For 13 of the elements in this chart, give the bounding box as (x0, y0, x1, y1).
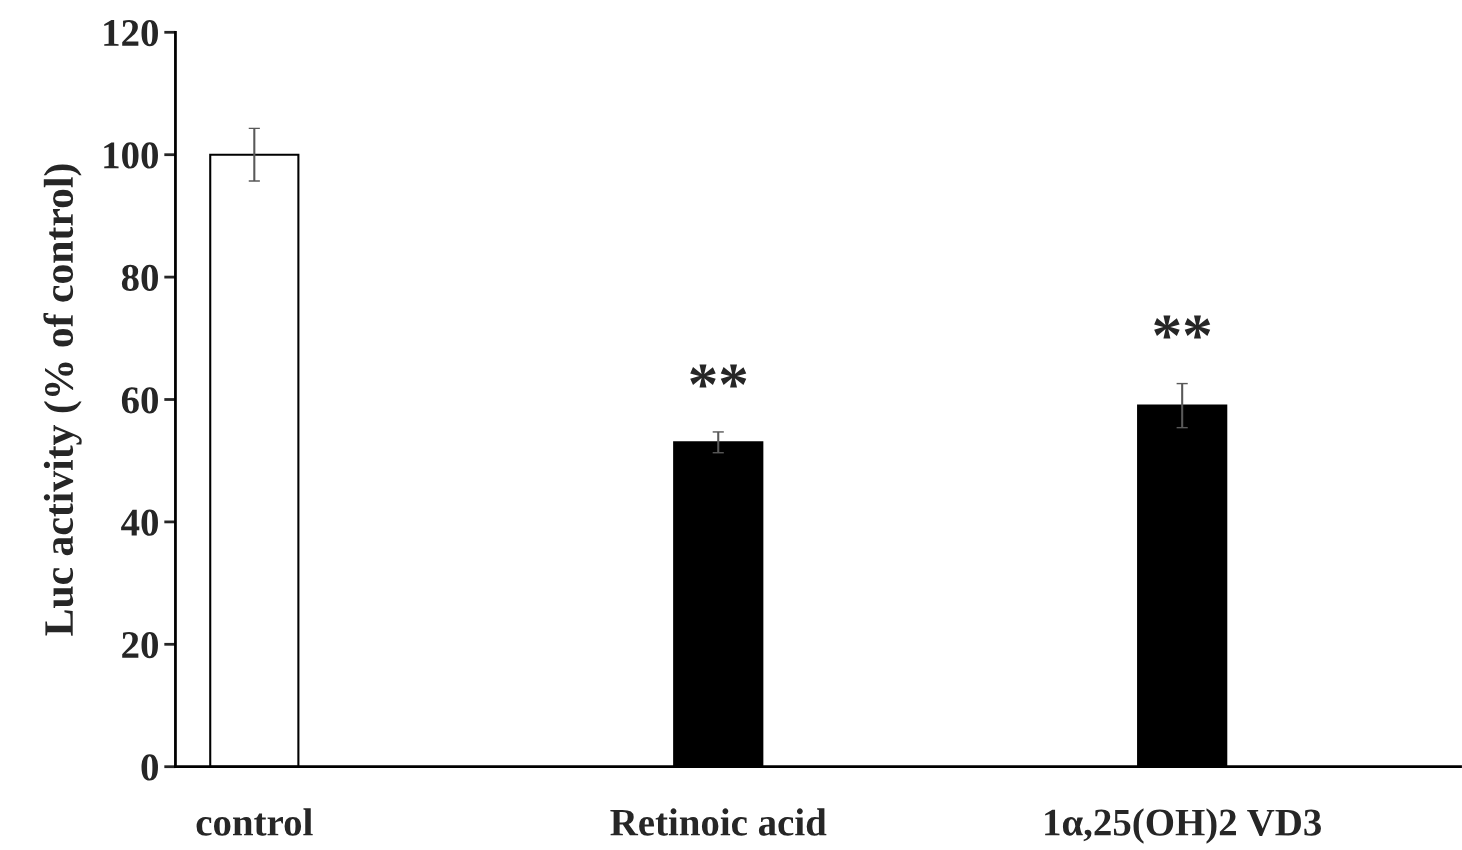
y-tick-label: 40 (121, 509, 158, 536)
y-tick-label: 60 (121, 387, 158, 414)
y-tick-label: 120 (104, 19, 158, 47)
x-tick-label: control (196, 808, 313, 836)
y-tick-label: 20 (122, 631, 158, 659)
annotation: ** (1154, 315, 1211, 339)
y-tick-label: 100 (104, 142, 158, 169)
y-axis-title: Luc activity (% of control) (43, 164, 82, 636)
y-tick-label: 0 (141, 754, 158, 781)
x-tick-label: 1α,25(OH)2 VD3 (1045, 808, 1321, 844)
x-tick-label: Retinoic acid (610, 808, 827, 836)
y-tick-label: 80 (121, 264, 158, 291)
annotation: ** (690, 364, 747, 388)
